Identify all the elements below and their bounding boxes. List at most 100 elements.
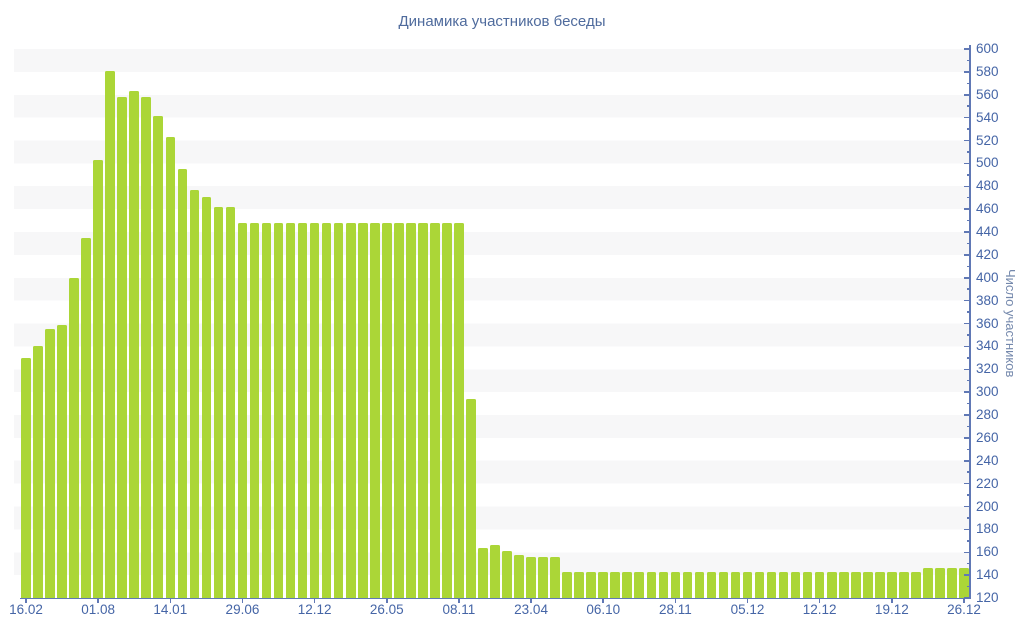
y-axis-tick-label: 500 bbox=[976, 155, 999, 171]
y-axis-minor-tick bbox=[967, 59, 970, 62]
bar bbox=[381, 222, 392, 598]
bar bbox=[862, 571, 873, 598]
bar bbox=[309, 222, 320, 598]
bar bbox=[117, 97, 128, 598]
plot-area bbox=[20, 49, 970, 598]
bar bbox=[466, 399, 476, 598]
x-axis-tick bbox=[602, 598, 604, 603]
x-axis-line bbox=[20, 597, 971, 599]
x-axis-tick bbox=[169, 598, 172, 603]
bar bbox=[57, 324, 67, 598]
bar bbox=[814, 571, 825, 598]
y-axis-minor-tick bbox=[967, 402, 970, 405]
bar bbox=[682, 571, 693, 598]
bar bbox=[33, 346, 43, 598]
bar bbox=[177, 169, 188, 598]
y-axis-minor-tick bbox=[967, 219, 970, 222]
y-axis-tick bbox=[964, 460, 970, 462]
y-axis-minor-tick bbox=[967, 196, 970, 199]
x-axis-tick bbox=[674, 598, 677, 603]
bar bbox=[754, 571, 765, 598]
bar bbox=[947, 568, 957, 598]
x-axis-tick-label: 06.10 bbox=[586, 602, 621, 617]
y-axis-tick bbox=[964, 368, 970, 370]
bar bbox=[538, 556, 548, 598]
y-axis-minor-tick bbox=[967, 448, 970, 451]
x-axis-tick bbox=[241, 598, 244, 603]
bar bbox=[911, 571, 921, 598]
bar bbox=[706, 571, 717, 598]
bar bbox=[610, 571, 621, 598]
bar bbox=[153, 116, 164, 598]
y-axis-minor-tick bbox=[967, 151, 970, 153]
y-axis-tick bbox=[964, 597, 970, 599]
y-axis-tick bbox=[964, 345, 970, 348]
y-axis-tick-label: 120 bbox=[976, 590, 999, 605]
bar bbox=[213, 206, 224, 598]
x-axis-tick-label: 14.01 bbox=[153, 602, 188, 617]
y-axis-minor-tick bbox=[967, 265, 970, 268]
y-axis-minor-tick bbox=[967, 494, 970, 496]
y-axis-tick-label: 180 bbox=[976, 521, 999, 537]
y-axis-tick bbox=[964, 299, 970, 302]
y-axis-tick bbox=[964, 185, 970, 187]
y-axis-tick bbox=[964, 482, 970, 485]
y-axis-minor-tick bbox=[967, 471, 970, 473]
y-axis-minor-tick bbox=[967, 379, 970, 382]
bar bbox=[670, 571, 681, 598]
x-axis-tick-label: 29.06 bbox=[225, 602, 260, 617]
x-axis-tick-label: 16.02 bbox=[9, 602, 43, 617]
x-axis-tick-label: 19.12 bbox=[874, 602, 909, 617]
bar bbox=[333, 222, 344, 598]
bar bbox=[730, 571, 741, 598]
y-axis-tick-label: 460 bbox=[976, 201, 999, 217]
x-axis-tick-label: 08.11 bbox=[442, 602, 476, 617]
y-axis-tick-label: 480 bbox=[976, 178, 999, 194]
y-axis-minor-tick bbox=[967, 357, 970, 359]
x-axis-tick-label: 05.12 bbox=[730, 602, 765, 617]
y-axis-tick bbox=[964, 116, 970, 119]
y-axis-tick bbox=[964, 277, 970, 279]
x-axis-tick bbox=[97, 598, 99, 603]
y-axis-tick-label: 540 bbox=[976, 109, 999, 125]
bar bbox=[237, 222, 248, 598]
y-axis-tick-label: 200 bbox=[976, 498, 999, 514]
y-axis-minor-tick bbox=[967, 585, 970, 588]
bar bbox=[658, 571, 669, 598]
x-axis-tick-label: 01.08 bbox=[81, 602, 116, 617]
y-axis-tick-label: 420 bbox=[976, 246, 999, 262]
y-axis-tick bbox=[964, 71, 970, 73]
y-axis-tick-label: 600 bbox=[976, 41, 999, 56]
bar bbox=[141, 97, 152, 598]
bar bbox=[718, 571, 729, 598]
y-axis-tick-label: 260 bbox=[976, 429, 999, 445]
bar bbox=[201, 196, 212, 598]
bar bbox=[430, 222, 440, 598]
bar bbox=[838, 571, 849, 598]
y-axis-tick bbox=[964, 528, 970, 531]
x-axis-tick bbox=[530, 598, 532, 603]
bar bbox=[273, 222, 284, 598]
y-axis-tick bbox=[964, 505, 970, 508]
y-axis-tick-label: 300 bbox=[976, 384, 999, 400]
bar bbox=[357, 222, 368, 598]
y-axis-tick bbox=[964, 551, 970, 553]
x-axis-tick-label: 26.05 bbox=[369, 602, 404, 617]
y-axis-minor-tick bbox=[967, 105, 970, 107]
bar bbox=[129, 91, 140, 598]
bar bbox=[490, 545, 500, 598]
bar bbox=[586, 571, 596, 598]
y-axis-tick-label: 580 bbox=[976, 63, 999, 79]
bar bbox=[454, 222, 464, 598]
y-axis-minor-tick bbox=[967, 517, 970, 519]
bar bbox=[899, 571, 909, 598]
y-axis-title: Число участников bbox=[1003, 269, 1018, 378]
bar bbox=[887, 571, 897, 598]
y-axis-tick bbox=[964, 94, 970, 96]
bar bbox=[418, 222, 428, 598]
bar bbox=[622, 571, 633, 598]
y-axis-tick bbox=[964, 208, 970, 210]
y-axis-tick-label: 440 bbox=[976, 224, 999, 239]
x-axis-tick bbox=[891, 598, 893, 603]
y-axis-minor-tick bbox=[967, 425, 970, 428]
